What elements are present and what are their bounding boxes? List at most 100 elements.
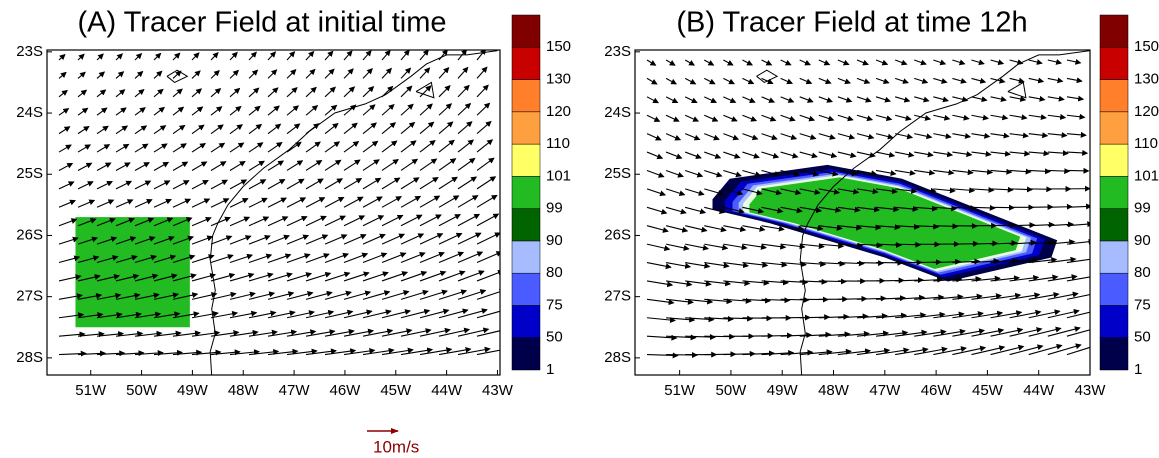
wind-vector (723, 77, 736, 85)
wind-vector (894, 59, 908, 66)
wind-vector (837, 188, 860, 195)
panel-title: (A) Tracer Field at initial time (77, 7, 446, 39)
wind-vector (1009, 292, 1041, 300)
wind-vector (77, 255, 100, 264)
wind-vector (400, 195, 422, 208)
wind-vector (723, 133, 740, 141)
wind-vector (267, 142, 283, 153)
wind-vector (305, 123, 320, 135)
wind-vector (210, 291, 237, 300)
wind-vector (818, 331, 851, 338)
wind-vector (780, 243, 806, 250)
wind-vector (799, 349, 833, 356)
wind-vector (704, 315, 734, 322)
wind-vector (153, 143, 168, 153)
reference-vector-label: 10m/s (373, 437, 419, 456)
wind-vector (476, 84, 489, 98)
wind-vector (952, 96, 969, 103)
wind-vector (818, 206, 842, 213)
wind-vector (818, 188, 841, 195)
wind-vector (856, 347, 891, 356)
wind-vector (248, 179, 267, 190)
wind-vector (665, 96, 679, 104)
wind-vector (191, 330, 221, 337)
wind-vector (305, 329, 336, 337)
wind-vector (305, 178, 324, 190)
wind-vector (799, 278, 828, 285)
wind-vector (134, 199, 153, 208)
colorbar-label: 50 (1134, 329, 1151, 346)
wind-vector (305, 104, 319, 116)
wind-vector (419, 270, 447, 282)
wind-vector (895, 133, 914, 140)
wind-vector (914, 294, 945, 301)
wind-vector (115, 162, 131, 171)
wind-vector (96, 71, 106, 79)
wind-vector (799, 243, 825, 250)
wind-vector (248, 160, 265, 171)
wind-vector (96, 107, 108, 116)
wind-vector (115, 273, 140, 282)
wind-vector (400, 270, 428, 282)
wind-vector (96, 236, 118, 245)
wind-vector (761, 297, 791, 304)
wind-vector (210, 52, 219, 61)
wind-vector (723, 261, 750, 269)
wind-vector (400, 67, 412, 79)
wind-vector (646, 298, 675, 306)
wind-vector (267, 160, 285, 171)
wind-vector (58, 331, 86, 338)
wind-vector (115, 311, 142, 319)
x-tick-label: 43W (482, 382, 514, 399)
wind-vector (646, 169, 665, 178)
wind-vector (665, 151, 683, 160)
wind-vector (248, 69, 259, 79)
wind-vector (665, 261, 692, 269)
wind-vector (952, 311, 984, 319)
wind-vector (305, 197, 326, 208)
wind-vector (229, 253, 254, 264)
wind-vector (665, 59, 676, 66)
wind-vector (895, 223, 920, 230)
x-tick-label: 51W (75, 382, 107, 399)
wind-vector (381, 67, 393, 79)
wind-vector (666, 298, 694, 305)
wind-vector (457, 232, 482, 245)
tracer-plume (749, 177, 1021, 269)
wind-vector (229, 105, 242, 116)
wind-vector (210, 124, 224, 135)
wind-vector (646, 188, 667, 197)
wind-vector (1009, 327, 1043, 337)
wind-vector (362, 252, 388, 264)
wind-vector (248, 234, 271, 245)
wind-vector (457, 251, 484, 264)
wind-vector (875, 133, 894, 140)
wind-vector (96, 181, 113, 190)
wind-vector (990, 114, 1009, 121)
wind-vector (818, 242, 845, 249)
wind-vector (286, 105, 300, 116)
wind-vector (780, 261, 807, 268)
y-tick-label: 26S (16, 226, 43, 243)
wind-vector (96, 162, 112, 171)
wind-vector (362, 122, 377, 135)
wind-vector (324, 348, 357, 356)
wind-vector (780, 59, 792, 66)
wind-vector (1009, 309, 1042, 319)
wind-vector (96, 292, 122, 300)
wind-vector (343, 122, 358, 135)
wind-vector (58, 274, 82, 282)
wind-vector (742, 350, 775, 357)
wind-vector (952, 151, 973, 158)
wind-vector (704, 298, 733, 305)
map-panel: 51W 50W 49W 48W 47W 46W 45W 44W 43W 23S 24S 25S 26S 2… (604, 14, 1159, 399)
x-tick-label: 48W (228, 382, 260, 399)
wind-vector (837, 330, 870, 337)
wind-vector (1028, 274, 1059, 282)
wind-vector (799, 151, 818, 159)
wind-vector (229, 142, 245, 153)
wind-vector (96, 144, 111, 153)
wind-vector (952, 293, 983, 300)
wind-vector (476, 157, 495, 171)
x-tick-label: 43W (1075, 382, 1107, 399)
